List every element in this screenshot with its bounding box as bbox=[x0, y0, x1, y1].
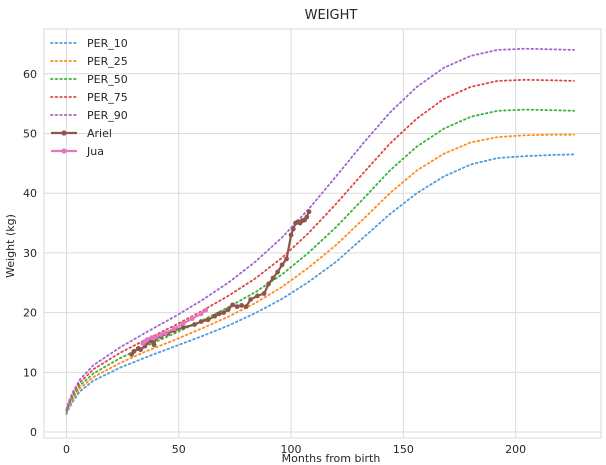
legend-label: PER_10 bbox=[87, 37, 128, 50]
legend-item: PER_25 bbox=[50, 55, 128, 68]
x-axis-label: Months from birth bbox=[282, 452, 381, 465]
data-point bbox=[180, 320, 186, 326]
data-point bbox=[131, 349, 137, 354]
legend-label: Jua bbox=[86, 145, 104, 158]
legend-item: Ariel bbox=[51, 127, 112, 140]
series-per-90 bbox=[65, 47, 575, 411]
data-point bbox=[284, 256, 289, 262]
series-line bbox=[65, 78, 575, 412]
data-point bbox=[254, 293, 260, 299]
x-tick-label: 200 bbox=[505, 443, 526, 456]
data-point bbox=[180, 325, 186, 330]
x-tick-label: 150 bbox=[393, 443, 414, 456]
legend-label: PER_25 bbox=[87, 55, 128, 68]
x-tick-label: 100 bbox=[281, 443, 302, 456]
y-tick-label: 30 bbox=[23, 247, 37, 260]
data-point bbox=[153, 334, 159, 339]
data-point bbox=[189, 316, 195, 321]
legend-marker bbox=[61, 130, 67, 136]
y-axis-label: Weight (kg) bbox=[4, 214, 17, 278]
y-axis-ticks: 0 10 20 30 40 50 60 bbox=[23, 68, 37, 439]
data-point bbox=[192, 322, 197, 327]
data-point bbox=[212, 313, 218, 319]
y-tick-label: 40 bbox=[23, 187, 37, 200]
data-point bbox=[203, 307, 209, 313]
data-point bbox=[198, 319, 204, 324]
legend-item: PER_10 bbox=[50, 37, 128, 50]
legend-item: PER_50 bbox=[50, 73, 128, 86]
chart-title: WEIGHT bbox=[305, 8, 358, 23]
data-point bbox=[239, 303, 245, 308]
legend-item: PER_90 bbox=[50, 109, 128, 122]
data-point bbox=[144, 337, 150, 342]
series-per-50 bbox=[65, 108, 575, 413]
series-line bbox=[65, 133, 575, 414]
data-point bbox=[221, 310, 227, 316]
data-point bbox=[279, 262, 285, 268]
y-tick-label: 50 bbox=[23, 127, 37, 140]
data-point bbox=[151, 342, 157, 348]
x-axis-ticks: 0 50 100 150 200 bbox=[63, 443, 526, 456]
data-point bbox=[304, 214, 310, 220]
legend-label: Ariel bbox=[87, 127, 112, 140]
data-point bbox=[243, 304, 249, 310]
series-per-25 bbox=[65, 133, 575, 414]
series-per-75 bbox=[65, 78, 575, 412]
data-point bbox=[234, 304, 240, 310]
data-point bbox=[288, 232, 294, 238]
x-tick-label: 50 bbox=[172, 443, 186, 456]
data-point bbox=[270, 275, 276, 281]
data-point bbox=[290, 226, 296, 232]
grid-lines bbox=[44, 29, 601, 438]
y-tick-label: 60 bbox=[23, 68, 37, 81]
legend-item: Jua bbox=[51, 145, 104, 158]
y-tick-label: 10 bbox=[23, 366, 37, 379]
data-point bbox=[205, 317, 211, 323]
data-point bbox=[275, 269, 280, 275]
data-point bbox=[149, 335, 155, 341]
data-point bbox=[266, 281, 271, 287]
data-point bbox=[261, 291, 267, 296]
y-tick-label: 0 bbox=[30, 426, 37, 439]
data-point bbox=[171, 326, 177, 332]
y-tick-label: 20 bbox=[23, 307, 37, 320]
data-point bbox=[149, 338, 155, 344]
legend: PER_10 PER_25 PER_50 PER_75 PER_90 Ariel Jua bbox=[50, 37, 128, 158]
data-point bbox=[162, 330, 168, 336]
legend-marker bbox=[61, 148, 67, 154]
data-point bbox=[198, 311, 204, 317]
legend-label: PER_90 bbox=[87, 109, 128, 122]
data-point bbox=[138, 347, 143, 353]
series-layer bbox=[65, 47, 575, 416]
data-point bbox=[230, 302, 236, 308]
series-line bbox=[65, 153, 575, 416]
series-per-10 bbox=[65, 153, 575, 416]
plot-area bbox=[43, 28, 602, 439]
legend-label: PER_75 bbox=[87, 91, 128, 104]
data-point bbox=[158, 332, 164, 338]
legend-item: PER_75 bbox=[50, 91, 128, 104]
data-point bbox=[306, 209, 312, 215]
series-jua bbox=[140, 307, 209, 347]
x-tick-label: 0 bbox=[63, 443, 70, 456]
data-point bbox=[216, 311, 222, 317]
data-point bbox=[225, 307, 231, 313]
data-point bbox=[248, 297, 254, 302]
series-line bbox=[65, 47, 575, 411]
legend-label: PER_50 bbox=[87, 73, 128, 86]
series-line bbox=[65, 108, 575, 413]
